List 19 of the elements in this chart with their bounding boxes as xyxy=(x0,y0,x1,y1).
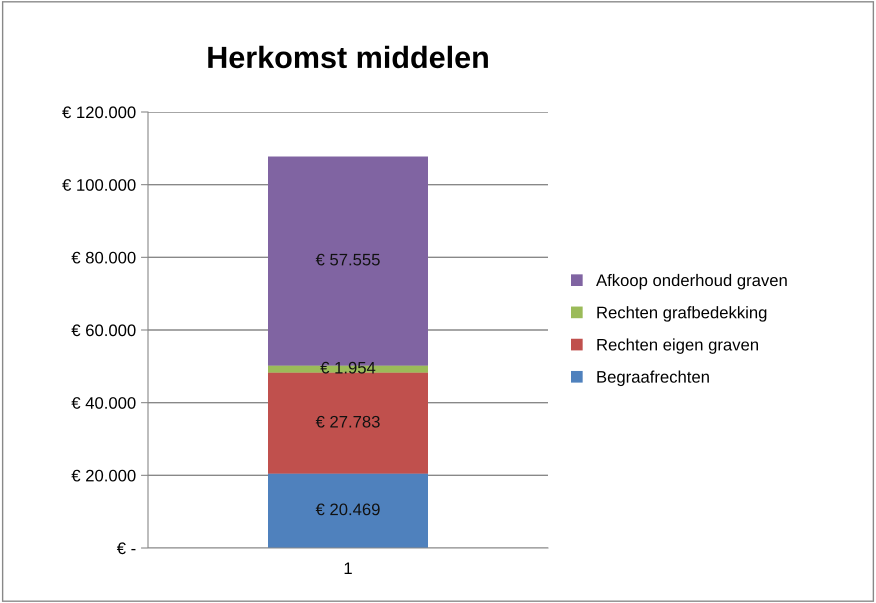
data-label: € 57.555 xyxy=(316,254,380,266)
y-tick-label: € 120.000 xyxy=(62,106,136,118)
data-label: € 20.469 xyxy=(316,503,380,516)
bar xyxy=(268,474,428,548)
bar xyxy=(268,372,428,474)
data-label: € 27.783 xyxy=(316,416,380,428)
legend-label: Rechten grafbedekking xyxy=(597,306,766,322)
y-tick-label: € 40.000 xyxy=(71,397,136,409)
data-label: € 1.954 xyxy=(320,362,376,374)
legend-label: Rechten eigen graven xyxy=(597,338,758,354)
y-tick-label: € 80.000 xyxy=(71,252,136,264)
legend-label: Afkoop onderhoud graven xyxy=(596,274,787,290)
y-tick-label: € 60.000 xyxy=(71,324,136,336)
y-tick-label: € - xyxy=(116,542,136,554)
x-tick-label: 1 xyxy=(344,562,352,574)
y-tick-label: € 20.000 xyxy=(71,470,136,482)
chart-title: Herkomst middelen xyxy=(208,46,488,68)
y-tick-label: € 100.000 xyxy=(62,179,136,191)
legend-label: Begraafrechten xyxy=(597,370,709,386)
